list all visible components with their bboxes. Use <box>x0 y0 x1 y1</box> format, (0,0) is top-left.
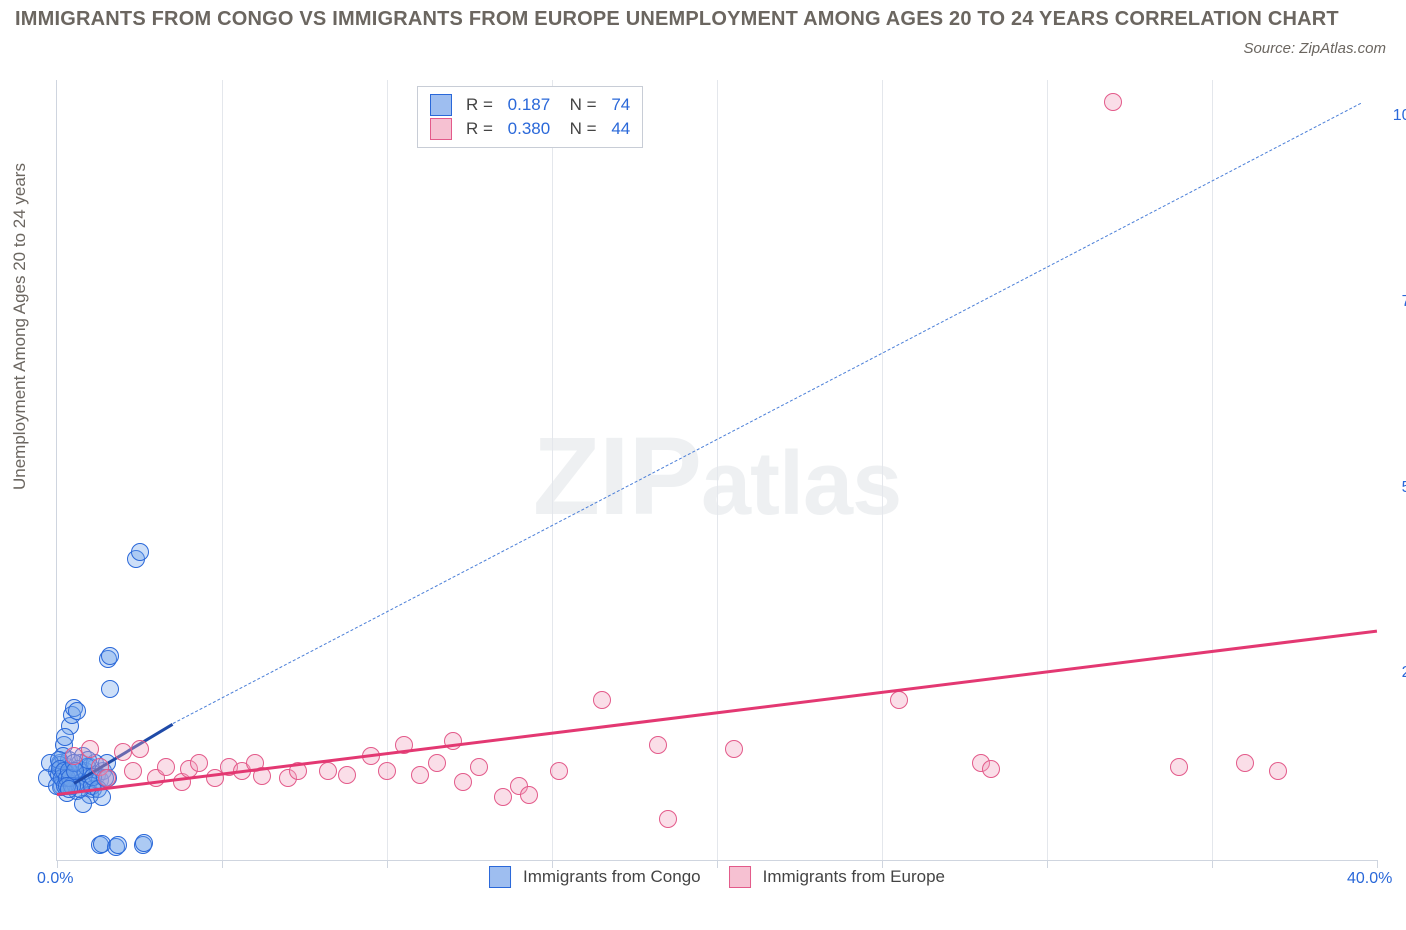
r-value: 0.187 <box>508 93 551 117</box>
scatter-point-europe <box>1170 758 1188 776</box>
scatter-point-europe <box>65 747 83 765</box>
scatter-point-europe <box>338 766 356 784</box>
x-tick-label-min: 0.0% <box>37 870 73 888</box>
scatter-point-europe <box>550 762 568 780</box>
gridline-v <box>1212 80 1213 860</box>
scatter-point-europe <box>649 736 667 754</box>
scatter-point-europe <box>593 691 611 709</box>
legend-label: Immigrants from Congo <box>523 867 701 887</box>
x-tick <box>1212 860 1213 868</box>
y-tick-label: 25.0% <box>1387 664 1406 682</box>
x-tick-label-max: 40.0% <box>1347 870 1392 888</box>
r-value: 0.380 <box>508 117 551 141</box>
scatter-point-europe <box>659 810 677 828</box>
scatter-point-congo <box>109 836 127 854</box>
x-tick <box>1377 860 1378 868</box>
y-tick-label: 100.0% <box>1387 107 1406 125</box>
swatch-icon <box>489 866 511 888</box>
scatter-point-europe <box>428 754 446 772</box>
scatter-point-europe <box>190 754 208 772</box>
scatter-point-europe <box>1269 762 1287 780</box>
stats-legend: R = 0.187 N = 74R = 0.380 N = 44 <box>417 86 643 148</box>
gridline-v <box>1047 80 1048 860</box>
scatter-point-europe <box>157 758 175 776</box>
n-value: 44 <box>611 117 630 141</box>
x-tick <box>387 860 388 868</box>
scatter-point-congo <box>101 647 119 665</box>
gridline-v <box>387 80 388 860</box>
chart-title: IMMIGRANTS FROM CONGO VS IMMIGRANTS FROM… <box>15 8 1391 31</box>
scatter-point-europe <box>454 773 472 791</box>
scatter-point-europe <box>470 758 488 776</box>
n-value: 74 <box>611 93 630 117</box>
stats-row: R = 0.380 N = 44 <box>430 117 630 141</box>
scatter-point-europe <box>98 769 116 787</box>
scatter-point-europe <box>81 740 99 758</box>
legend-item: Immigrants from Congo <box>489 866 701 888</box>
swatch-icon <box>430 118 452 140</box>
legend-label: Immigrants from Europe <box>763 867 945 887</box>
y-tick-label: 75.0% <box>1387 293 1406 311</box>
trend-line <box>172 102 1360 723</box>
scatter-point-europe <box>378 762 396 780</box>
source-credit: Source: ZipAtlas.com <box>1243 40 1386 57</box>
scatter-point-europe <box>520 786 538 804</box>
scatter-point-europe <box>1104 93 1122 111</box>
x-tick <box>1047 860 1048 868</box>
scatter-point-europe <box>131 740 149 758</box>
scatter-point-congo <box>131 543 149 561</box>
legend-item: Immigrants from Europe <box>729 866 945 888</box>
scatter-point-europe <box>319 762 337 780</box>
scatter-point-europe <box>725 740 743 758</box>
swatch-icon <box>729 866 751 888</box>
scatter-point-europe <box>124 762 142 780</box>
scatter-point-europe <box>114 743 132 761</box>
scatter-point-europe <box>494 788 512 806</box>
stats-row: R = 0.187 N = 74 <box>430 93 630 117</box>
legend-bottom: Immigrants from Congo Immigrants from Eur… <box>489 866 945 888</box>
scatter-point-congo <box>135 834 153 852</box>
x-tick <box>57 860 58 868</box>
chart-area: ZIPatlas 0.0%40.0%25.0%50.0%75.0%100.0%R… <box>56 80 1377 861</box>
scatter-point-congo <box>68 702 86 720</box>
scatter-point-europe <box>982 760 1000 778</box>
scatter-point-europe <box>411 766 429 784</box>
scatter-point-europe <box>890 691 908 709</box>
swatch-icon <box>430 94 452 116</box>
gridline-v <box>552 80 553 860</box>
scatter-point-congo <box>101 680 119 698</box>
y-axis-label: Unemployment Among Ages 20 to 24 years <box>10 163 30 490</box>
gridline-v <box>717 80 718 860</box>
y-tick-label: 50.0% <box>1387 479 1406 497</box>
gridline-v <box>882 80 883 860</box>
gridline-v <box>222 80 223 860</box>
x-tick <box>222 860 223 868</box>
scatter-point-europe <box>1236 754 1254 772</box>
scatter-point-congo <box>56 728 74 746</box>
